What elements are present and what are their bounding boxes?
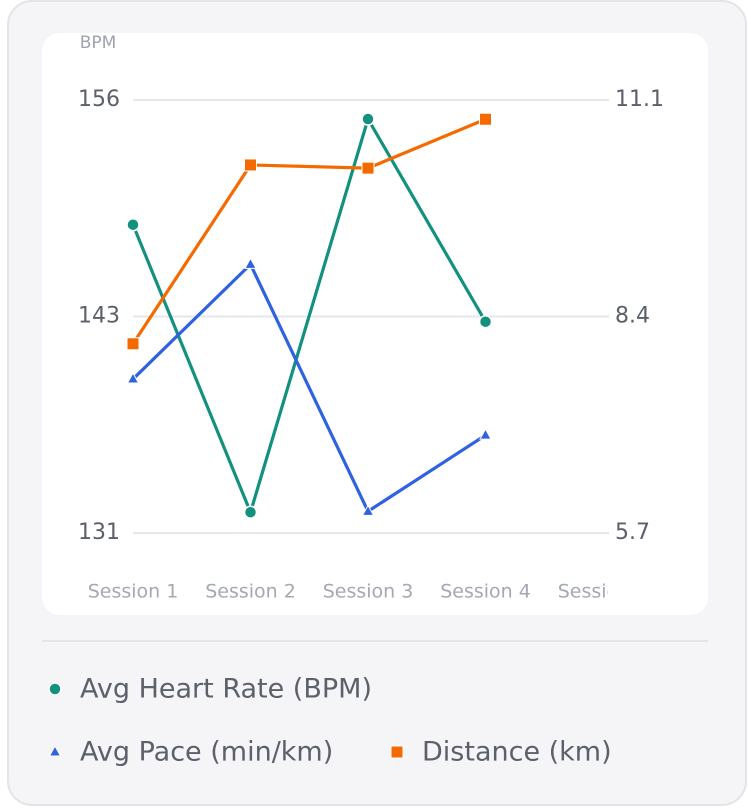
point [244,158,257,172]
plot-card [42,33,708,615]
x-tick-label: Session 1 [88,581,179,603]
point [243,505,258,519]
legend-item: Avg Pace (min/km) [48,737,333,768]
point [244,257,257,269]
legend-label: Avg Heart Rate (BPM) [80,674,372,705]
point [361,161,375,175]
y-axis-label: BPM [80,33,117,53]
legend-item: Distance (km) [390,737,612,768]
y-tick-label: 143 [78,304,120,329]
y2-tick-label: 8.4 [615,304,650,329]
y-tick-label: 156 [78,87,120,112]
legend-label: Distance (km) [422,737,612,768]
legend-item: Avg Heart Rate (BPM) [48,674,372,705]
point [479,112,492,126]
legend-marker [390,745,404,759]
y2-tick-label: 11.1 [615,87,664,112]
x-tick-label: Session 3 [323,581,414,603]
x-tick-label: Session 2 [205,581,296,603]
y-tick-label: 131 [78,520,120,545]
legend-marker [48,682,62,696]
x-tick-label: Session 4 [440,581,531,603]
point [361,504,375,516]
point [126,372,140,384]
point [479,428,492,440]
legend-label: Avg Pace (min/km) [80,737,333,768]
y2-tick-label: 5.7 [615,520,650,545]
point [126,217,140,232]
series-line [131,117,487,514]
series-line [131,117,487,345]
series-line [131,262,487,513]
point [126,337,140,351]
point [478,314,493,329]
x-tick-label: Session 5 [558,581,649,603]
legend-marker [48,744,62,757]
point [361,112,375,126]
